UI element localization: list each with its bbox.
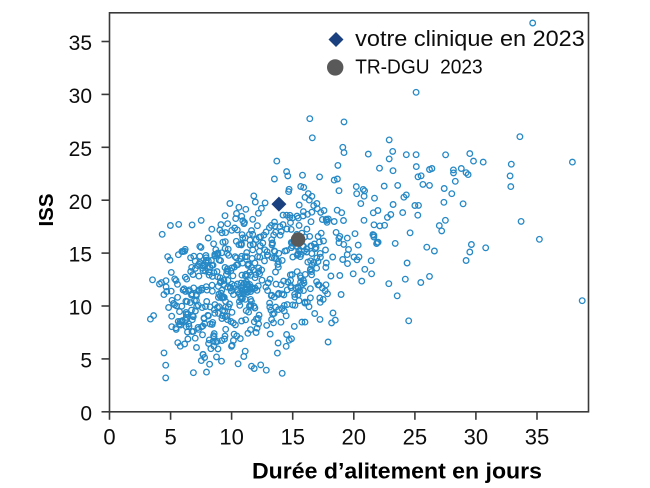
svg-text:25: 25: [69, 138, 92, 161]
svg-text:votre clinique en 2023: votre clinique en 2023: [355, 26, 585, 51]
svg-text:20: 20: [69, 191, 92, 214]
svg-text:TR-DGU 2023: TR-DGU 2023: [355, 56, 483, 78]
svg-text:15: 15: [280, 424, 304, 449]
svg-text:30: 30: [69, 85, 92, 108]
svg-text:15: 15: [69, 244, 92, 267]
svg-text:25: 25: [403, 424, 427, 449]
svg-text:ISS: ISS: [35, 193, 58, 226]
svg-text:5: 5: [80, 350, 92, 373]
svg-text:30: 30: [464, 424, 488, 449]
svg-text:10: 10: [219, 424, 243, 449]
svg-text:0: 0: [80, 402, 92, 425]
svg-text:20: 20: [342, 424, 366, 449]
svg-text:35: 35: [525, 424, 549, 449]
svg-text:35: 35: [69, 32, 92, 55]
svg-text:10: 10: [69, 297, 92, 320]
svg-text:5: 5: [164, 424, 176, 449]
svg-text:0: 0: [103, 424, 115, 449]
svg-text:Durée d’alitement en jours: Durée d’alitement en jours: [252, 459, 542, 484]
